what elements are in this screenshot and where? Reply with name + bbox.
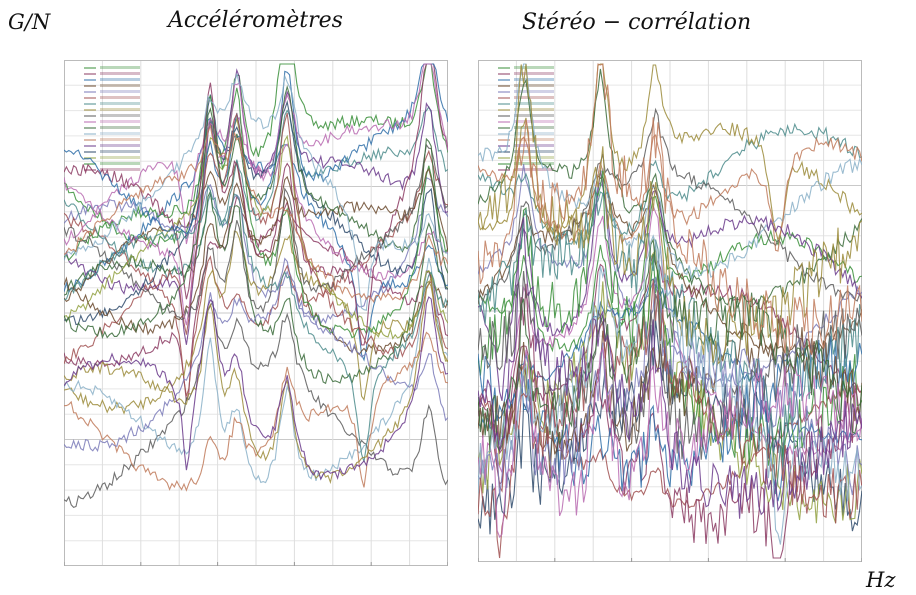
series-line	[478, 253, 862, 485]
grid	[64, 60, 448, 566]
series-line	[64, 300, 448, 509]
series-line	[478, 270, 862, 460]
series-line	[64, 63, 448, 326]
series-line	[64, 183, 448, 462]
legend	[84, 66, 140, 171]
series-line	[478, 63, 862, 355]
series-line	[478, 237, 862, 453]
series-line	[64, 189, 448, 386]
y-axis-label: G/N	[8, 10, 51, 34]
series-line	[64, 105, 448, 280]
plot-frame	[64, 60, 448, 566]
series-line	[478, 195, 862, 353]
series-line	[478, 170, 862, 466]
series-line	[64, 94, 448, 326]
chart-title-stereo-correlation: Stéréo − corrélation	[522, 10, 752, 35]
legend	[498, 66, 554, 171]
series-line	[478, 170, 862, 401]
series-line	[478, 63, 862, 281]
series-line	[478, 347, 862, 539]
series-line	[64, 123, 448, 303]
series-line	[478, 217, 862, 519]
series-line	[64, 116, 448, 281]
series-line	[64, 277, 448, 485]
series-line	[64, 331, 448, 492]
chart-stereo-correlation	[478, 60, 862, 562]
x-axis-label: Hz	[866, 568, 896, 592]
series-line	[64, 73, 448, 311]
series-line	[64, 257, 448, 484]
series-line	[64, 270, 448, 453]
series-line	[64, 143, 448, 321]
series-line	[478, 63, 862, 365]
series-line	[478, 63, 862, 243]
series-line	[478, 107, 862, 304]
series-line	[64, 63, 448, 235]
series-line	[64, 112, 448, 364]
series-line	[64, 230, 448, 415]
series-line	[478, 234, 862, 545]
series-line	[478, 279, 862, 559]
chart-title-accelerometres: Accéléromètres	[168, 8, 343, 33]
series-line	[64, 167, 448, 336]
series-line	[64, 296, 448, 481]
chart-accelerometres	[64, 60, 448, 566]
series-line	[64, 116, 448, 340]
series-line	[64, 195, 448, 402]
series-line	[64, 159, 448, 356]
series-line	[478, 276, 862, 496]
